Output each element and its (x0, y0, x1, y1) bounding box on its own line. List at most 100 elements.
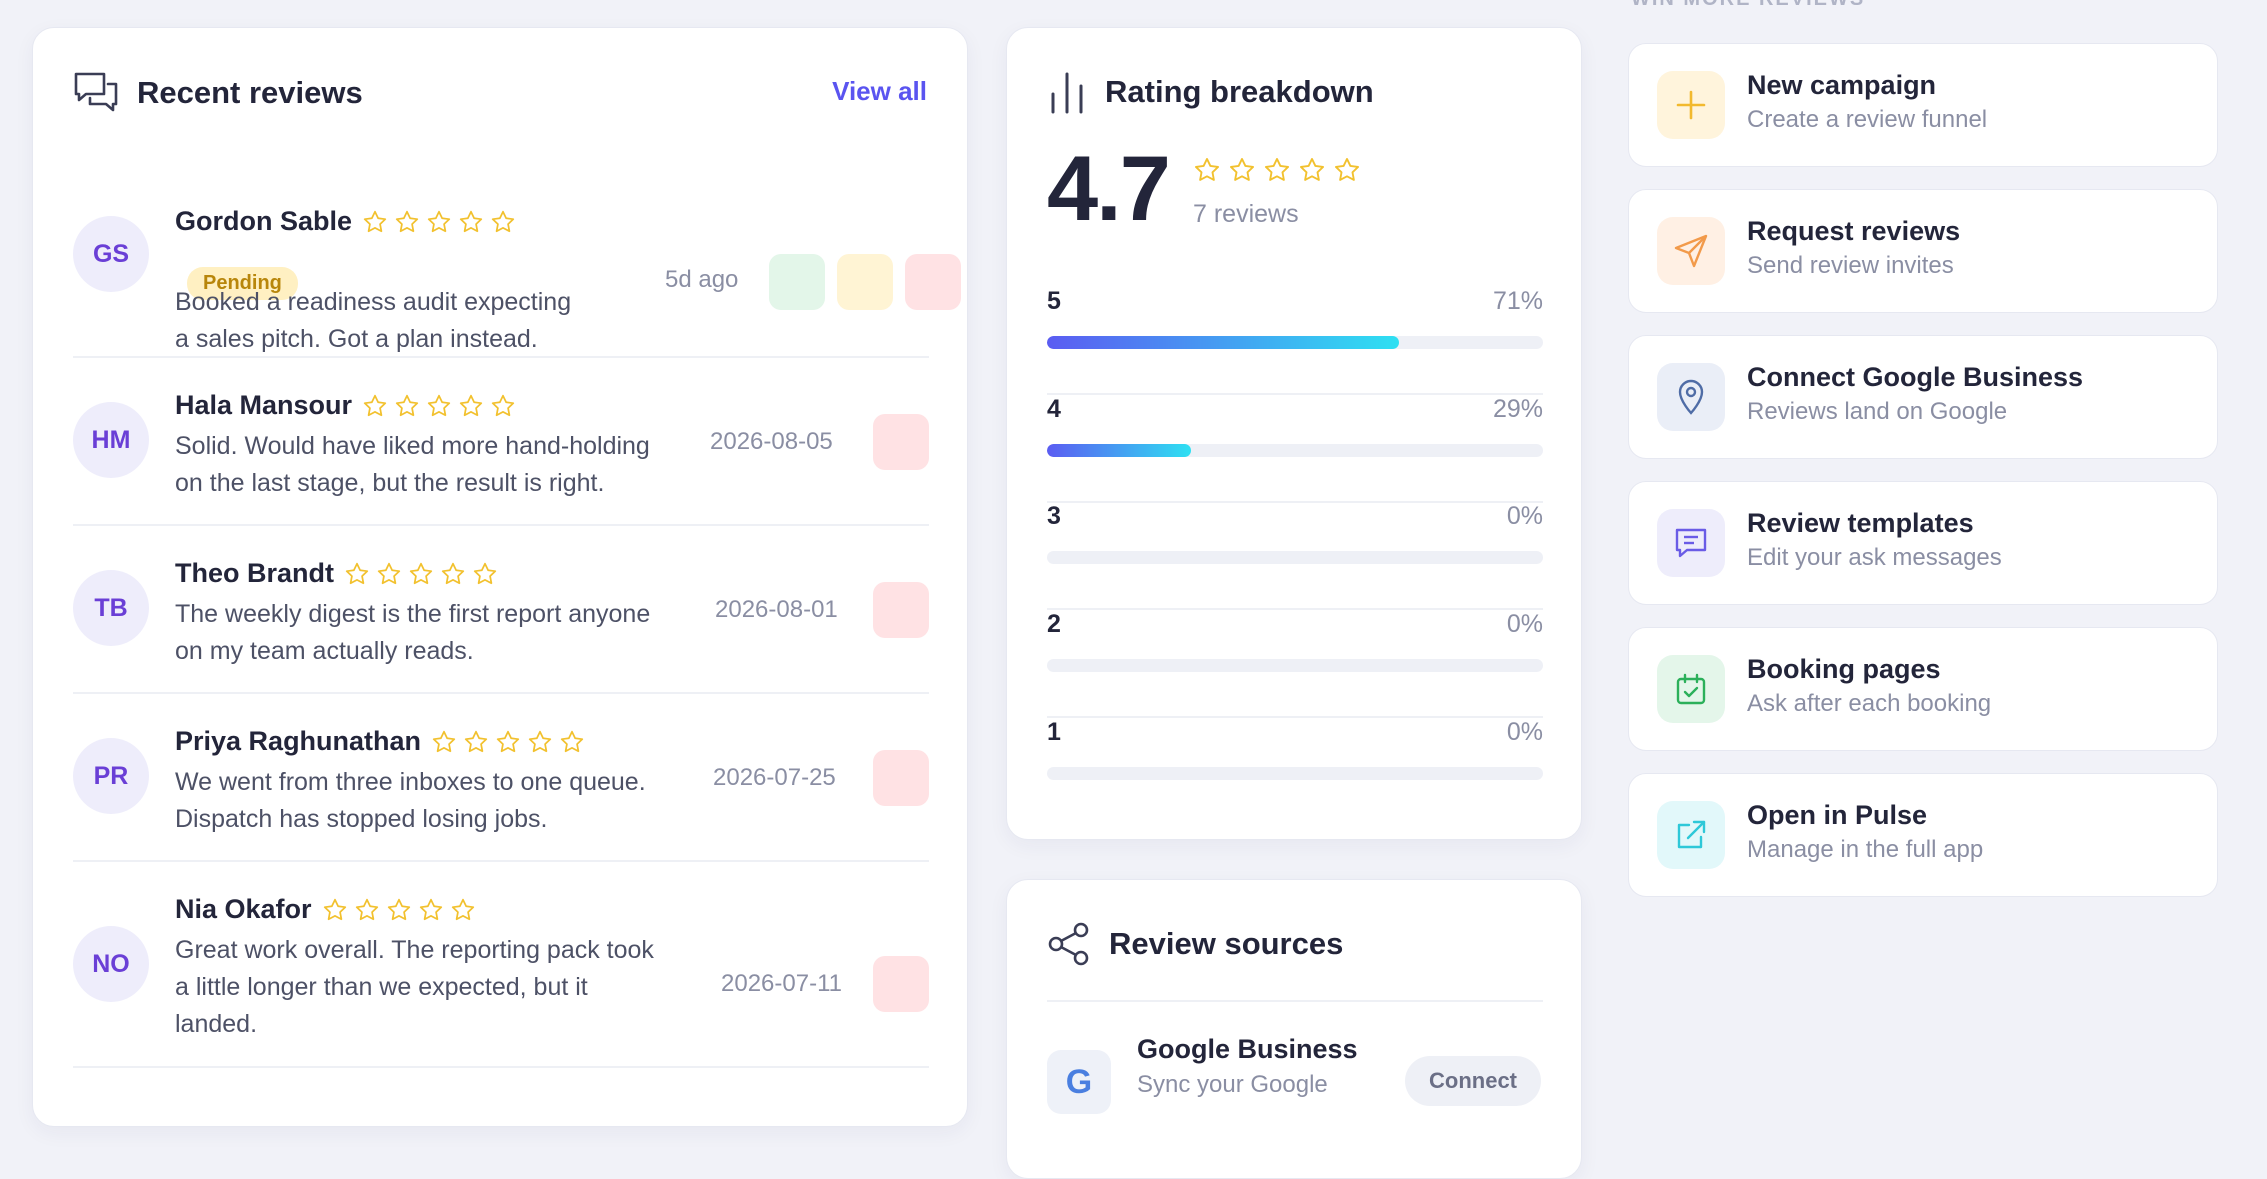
average-rating: 4.7 (1047, 138, 1171, 240)
request-reviews-card[interactable]: Request reviews Send review invites (1628, 189, 2218, 313)
new-campaign-card[interactable]: New campaign Create a review funnel (1628, 43, 2218, 167)
star-icon (419, 898, 442, 920)
rating-bar-track (1047, 659, 1543, 672)
star-rating (362, 209, 522, 235)
review-text: We went from three inboxes to one queue.… (175, 764, 646, 838)
hold-button[interactable] (837, 254, 893, 310)
review-row: NO Nia Okafor Great work overall. The re… (73, 862, 929, 1068)
rating-bar-fill (1047, 336, 1400, 349)
reviewer-name-text: Priya Raghunathan (175, 726, 422, 756)
star-icon (363, 210, 387, 232)
star-icon (395, 210, 419, 232)
review-row: PR Priya Raghunathan We went from three … (73, 694, 929, 862)
send-icon (1657, 217, 1725, 285)
rating-bar-row: 3 0% (1047, 502, 1543, 610)
star-icon (1194, 157, 1220, 181)
rating-breakdown-title: Rating breakdown (1105, 74, 1374, 109)
star-icon (395, 394, 419, 416)
star-icon (323, 898, 346, 920)
review-count: 7 reviews (1193, 200, 1299, 228)
review-sources-card: Review sources G Google Business Sync yo… (1006, 879, 1582, 1179)
rating-bar-row: 1 0% (1047, 718, 1543, 826)
rating-bar-row: 5 71% (1047, 287, 1543, 395)
star-icon (451, 898, 474, 920)
review-text-line: landed. (175, 1010, 258, 1038)
star-icon (441, 562, 465, 584)
action-title: Connect Google Business (1747, 362, 2084, 392)
action-title: Request reviews (1747, 216, 1961, 246)
review-text: The weekly digest is the first report an… (175, 596, 650, 670)
map-pin-icon (1657, 363, 1725, 431)
star-icon (427, 210, 451, 232)
view-all-link[interactable]: View all (832, 76, 927, 106)
star-icon (409, 562, 433, 584)
star-icon (1229, 157, 1255, 181)
rating-bar-row: 2 0% (1047, 610, 1543, 718)
bar-chart-icon (1047, 70, 1087, 114)
delete-button[interactable] (873, 414, 929, 470)
rating-bar-label: 5 (1047, 287, 1061, 315)
booking-pages-card[interactable]: Booking pages Ask after each booking (1628, 627, 2218, 751)
open-in-pulse-card[interactable]: Open in Pulse Manage in the full app (1628, 773, 2218, 897)
star-rating (362, 393, 522, 419)
star-icon (491, 210, 515, 232)
star-icon (345, 562, 369, 584)
star-icon (491, 394, 515, 416)
delete-button[interactable] (873, 582, 929, 638)
reviewer-name: Priya Raghunathan (175, 726, 591, 757)
review-text-line: Dispatch has stopped losing jobs. (175, 805, 548, 833)
rating-bar-percent: 29% (1492, 395, 1543, 423)
review-date: 2026-08-05 (710, 428, 833, 455)
avatar: PR (73, 738, 149, 814)
rating-bar-percent: 0% (1506, 502, 1543, 530)
rating-breakdown-card: Rating breakdown 4.7 7 reviews 5 71% 4 2… (1006, 27, 1582, 840)
review-templates-card[interactable]: Review templates Edit your ask messages (1628, 481, 2218, 605)
star-icon (464, 730, 488, 752)
avatar: TB (73, 570, 149, 646)
review-text-line: on my team actually reads. (175, 637, 474, 665)
delete-button[interactable] (873, 956, 929, 1012)
share-icon (1047, 922, 1091, 966)
avatar: NO (73, 926, 149, 1002)
action-subtitle: Edit your ask messages (1747, 544, 2002, 571)
delete-button[interactable] (905, 254, 961, 310)
star-icon (427, 394, 451, 416)
star-rating (1193, 156, 1368, 184)
reviewer-name: Nia Okafor (175, 894, 482, 925)
approve-button[interactable] (769, 254, 825, 310)
review-text-line: Solid. Would have liked more hand-holdin… (175, 432, 650, 460)
action-subtitle: Reviews land on Google (1747, 398, 2008, 425)
review-row: HM Hala Mansour Solid. Would have liked … (73, 358, 929, 526)
star-icon (1299, 157, 1325, 181)
source-name: Google Business (1137, 1034, 1358, 1064)
action-subtitle: Ask after each booking (1747, 690, 1992, 717)
review-text: Great work overall. The reporting pack t… (175, 932, 654, 1043)
star-icon (459, 210, 483, 232)
reviewer-name: Hala Mansour (175, 390, 522, 421)
review-date: 2026-07-25 (713, 764, 836, 791)
connect-button[interactable]: Connect (1405, 1056, 1541, 1106)
connect-google-card[interactable]: Connect Google Business Reviews land on … (1628, 335, 2218, 459)
review-sources-title: Review sources (1109, 926, 1344, 961)
rating-bar-label: 1 (1047, 718, 1061, 746)
delete-button[interactable] (873, 750, 929, 806)
rating-bar-percent: 0% (1506, 610, 1543, 638)
review-text: Solid. Would have liked more hand-holdin… (175, 428, 650, 502)
recent-reviews-card: Recent reviews View all GS Gordon Sable … (32, 27, 968, 1127)
google-icon: G (1047, 1050, 1111, 1114)
review-text: Booked a readiness audit expecting a sal… (175, 284, 571, 358)
review-date: 2026-08-01 (715, 596, 838, 623)
rating-bar-row: 4 29% (1047, 395, 1543, 503)
recent-reviews-header: Recent reviews (73, 70, 363, 116)
divider (1047, 1000, 1543, 1002)
review-text-line: We went from three inboxes to one queue. (175, 768, 646, 796)
review-sources-header: Review sources (1047, 922, 1343, 966)
star-icon (496, 730, 520, 752)
rating-bar-label: 4 (1047, 395, 1061, 423)
avatar: HM (73, 402, 149, 478)
calendar-check-icon (1657, 655, 1725, 723)
review-text-line: on the last stage, but the result is rig… (175, 469, 605, 497)
reviewer-name: Theo Brandt (175, 558, 504, 589)
action-title: New campaign (1747, 70, 1937, 100)
rating-bar-track (1047, 336, 1543, 349)
